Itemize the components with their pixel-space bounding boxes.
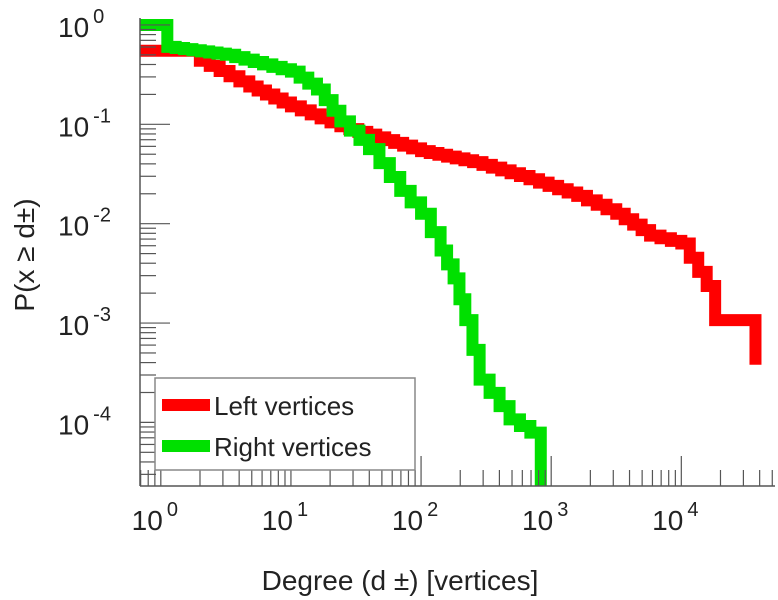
y-tick-label: 10 -2: [58, 205, 111, 242]
legend: Left vertices Right vertices: [154, 377, 416, 471]
series-line-left: [140, 44, 762, 365]
y-tick-label: 10 0: [58, 6, 104, 43]
x-tick-label: 10 2: [392, 499, 438, 536]
series-line-right: [140, 18, 547, 486]
x-tick-label: 10 4: [652, 499, 698, 536]
y-tick-label: 10 -1: [58, 105, 111, 142]
legend-box: [154, 377, 416, 471]
x-axis-label: Degree (d ±) [vertices]: [262, 565, 539, 596]
legend-label-right: Right vertices: [214, 432, 372, 462]
x-tick-label: 10 1: [262, 499, 308, 536]
y-tick-label: 10 -4: [58, 403, 111, 440]
y-axis-label: P(x ≥ d±): [9, 198, 40, 311]
legend-label-left: Left vertices: [214, 391, 354, 421]
x-tick-label: 10 0: [132, 499, 178, 536]
y-tick-label: 10 -3: [58, 304, 111, 341]
x-tick-label: 10 3: [522, 499, 568, 536]
